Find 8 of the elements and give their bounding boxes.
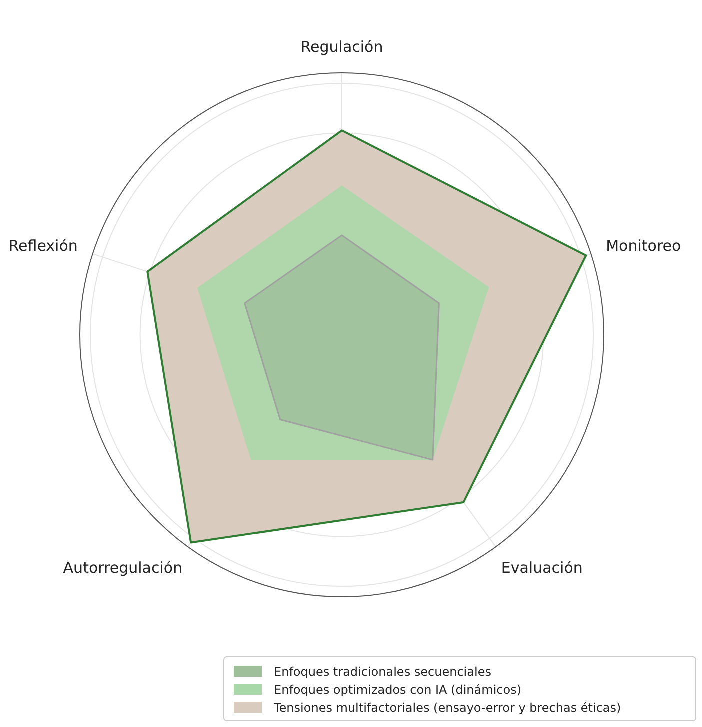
spoke-label: Autorregulación	[63, 559, 183, 578]
legend-label: Enfoques optimizados con IA (dinámicos)	[274, 683, 522, 697]
spoke-label: Reflexión	[8, 236, 78, 255]
spoke-label: Monitoreo	[606, 236, 682, 255]
spoke-label: Regulación	[300, 38, 384, 56]
legend-label: Tensiones multifactoriales (ensayo-error y brechas éticas)	[273, 701, 622, 715]
spoke-label: Evaluación	[501, 559, 583, 578]
legend-label: Enfoques tradicionales secuenciales	[274, 665, 492, 679]
